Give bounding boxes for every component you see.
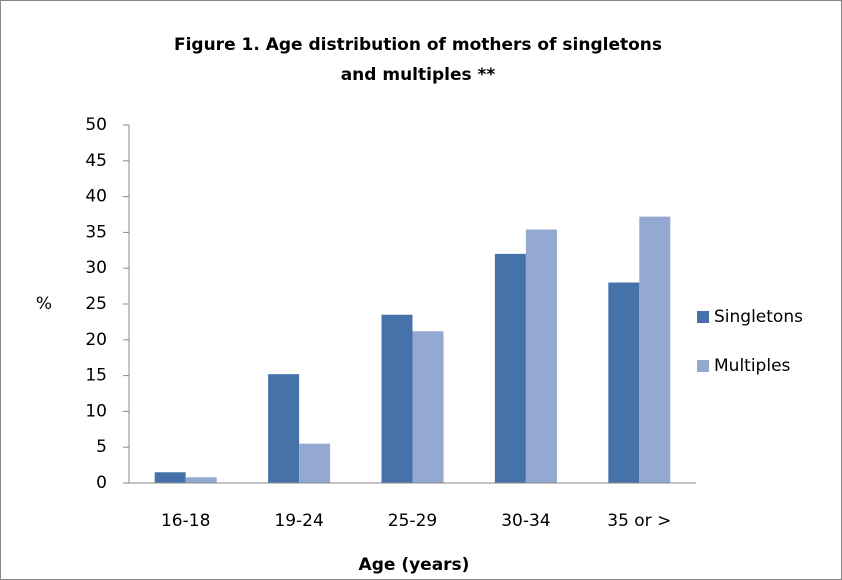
x-axis-label: Age (years) bbox=[359, 555, 470, 575]
y-tick-label: 0 bbox=[96, 473, 107, 493]
y-tick-label: 10 bbox=[85, 401, 107, 421]
bar bbox=[525, 229, 557, 483]
legend-swatch bbox=[697, 311, 709, 323]
legend-label: Singletons bbox=[714, 307, 803, 327]
x-tick-label: 35 or > bbox=[607, 511, 671, 531]
bar bbox=[154, 472, 186, 483]
y-axis-label: % bbox=[36, 294, 52, 314]
y-tick-label: 50 bbox=[85, 115, 107, 135]
y-tick-label: 20 bbox=[85, 330, 107, 350]
bar bbox=[494, 253, 526, 483]
legend-label: Multiples bbox=[714, 356, 791, 376]
y-tick-label: 35 bbox=[85, 222, 107, 242]
legend-swatch bbox=[697, 360, 709, 372]
x-tick-label: 30-34 bbox=[501, 511, 550, 531]
y-tick-label: 25 bbox=[85, 294, 107, 314]
x-tick-label: 16-18 bbox=[161, 511, 210, 531]
x-tick-label: 25-29 bbox=[388, 511, 437, 531]
y-tick-label: 5 bbox=[96, 437, 107, 457]
bar bbox=[608, 282, 640, 483]
y-tick-label: 15 bbox=[85, 366, 107, 386]
bar bbox=[412, 331, 444, 483]
bar bbox=[381, 314, 413, 483]
y-tick-label: 30 bbox=[85, 258, 107, 278]
bar bbox=[185, 477, 217, 483]
x-tick-label: 19-24 bbox=[274, 511, 323, 531]
y-tick-label: 40 bbox=[85, 187, 107, 207]
chart-title: Figure 1. Age distribution of mothers of… bbox=[173, 35, 663, 85]
bar bbox=[639, 216, 671, 483]
y-tick-label: 45 bbox=[85, 151, 107, 171]
bar bbox=[268, 374, 300, 483]
bar bbox=[299, 443, 331, 483]
